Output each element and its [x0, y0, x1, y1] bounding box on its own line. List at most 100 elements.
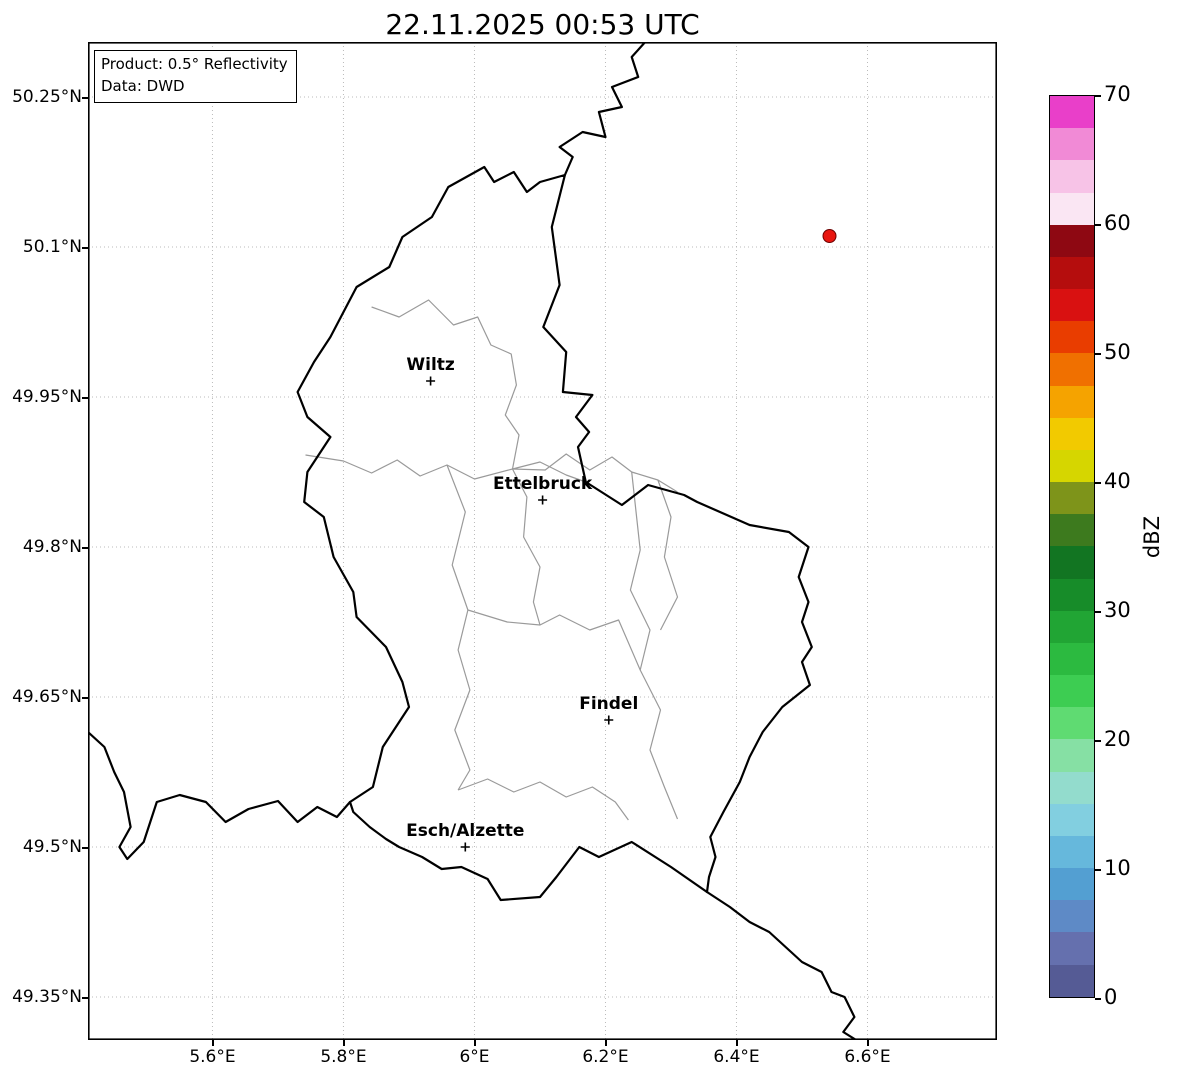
colorbar-segment [1050, 353, 1094, 386]
x-tick-label: 6.6°E [844, 1047, 891, 1067]
colorbar-tick-mark [1095, 998, 1101, 1000]
city-marker [538, 495, 548, 505]
y-tick-label: 49.5°N [22, 837, 82, 857]
colorbar-segment [1050, 707, 1094, 740]
x-tick-mark [605, 1040, 607, 1046]
colorbar-tick-mark [1095, 95, 1101, 97]
luxembourg-map: Wiltz Ettelbruck Findel Esch/Alzette [88, 42, 997, 1040]
colorbar-tick-label: 30 [1104, 598, 1131, 622]
colorbar-segment [1050, 868, 1094, 901]
country-border [88, 730, 352, 861]
colorbar-segment [1050, 642, 1094, 676]
city-marker [426, 376, 436, 386]
data-source-line: Data: DWD [101, 76, 185, 95]
colorbar-tick-label: 50 [1104, 340, 1131, 364]
canton-border [512, 461, 587, 483]
colorbar-segment [1050, 321, 1094, 354]
colorbar-segment [1050, 610, 1094, 643]
city-label: Ettelbruck [493, 474, 593, 494]
x-tick-label: 6.2°E [582, 1047, 629, 1067]
city-marker [604, 715, 614, 725]
colorbar-tick-mark [1095, 353, 1101, 355]
colorbar-tick-mark [1095, 869, 1101, 871]
y-tick-mark [82, 547, 88, 549]
colorbar-segment [1050, 803, 1094, 836]
y-tick-mark [82, 847, 88, 849]
canton-border [511, 468, 541, 626]
country-border [705, 890, 859, 1040]
colorbar-segment [1050, 256, 1094, 290]
y-tick-mark [82, 397, 88, 399]
x-tick-mark [474, 1040, 476, 1046]
y-tick-mark [82, 247, 88, 249]
x-tick-mark [212, 1040, 214, 1046]
colorbar-segment [1050, 835, 1094, 869]
colorbar-tick-label: 60 [1104, 211, 1131, 235]
city-label: Esch/Alzette [406, 821, 524, 841]
canton-border [657, 479, 679, 631]
x-tick-mark [867, 1040, 869, 1046]
figure-title: 22.11.2025 00:53 UTC [385, 8, 700, 41]
x-tick-mark [343, 1040, 345, 1046]
colorbar-tick-label: 10 [1104, 856, 1131, 880]
y-tick-mark [82, 697, 88, 699]
city-marker [460, 842, 470, 852]
y-tick-label: 49.8°N [22, 537, 82, 557]
colorbar-axis-label: dBZ [1140, 516, 1164, 559]
colorbar-tick-mark [1095, 611, 1101, 613]
colorbar-segment [1050, 900, 1094, 933]
canton-border [446, 464, 471, 791]
colorbar-segment [1050, 675, 1094, 708]
colorbar-segment [1050, 289, 1094, 322]
colorbar-tick-mark [1095, 740, 1101, 742]
colorbar-tick-label: 40 [1104, 469, 1131, 493]
country-border [296, 165, 813, 902]
radar-echo-point [822, 229, 837, 243]
canton-border [371, 299, 520, 470]
map-plot: Wiltz Ettelbruck Findel Esch/Alzette Produc… [88, 42, 997, 1040]
plot-frame [88, 42, 997, 1040]
x-tick-label: 6°E [459, 1047, 490, 1067]
colorbar-segment [1050, 224, 1094, 257]
product-info-box: Product: 0.5° Reflectivity Data: DWD [94, 50, 297, 103]
canton-border [467, 609, 641, 671]
y-tick-mark [82, 97, 88, 99]
colorbar-tick-mark [1095, 482, 1101, 484]
y-tick-mark [82, 997, 88, 999]
colorbar-tick-label: 20 [1104, 727, 1131, 751]
y-tick-label: 49.95°N [12, 387, 82, 407]
x-tick-label: 5.6°E [189, 1047, 236, 1067]
colorbar-tick-label: 0 [1104, 985, 1118, 1009]
city-label: Wiltz [406, 355, 455, 375]
colorbar-segment [1050, 964, 1094, 997]
colorbar [1049, 95, 1095, 998]
colorbar-segment [1050, 192, 1094, 225]
colorbar-segment [1050, 449, 1094, 483]
y-tick-label: 49.35°N [12, 987, 82, 1007]
x-tick-label: 6.4°E [713, 1047, 760, 1067]
canton-border [305, 454, 513, 480]
y-tick-label: 50.25°N [12, 87, 82, 107]
y-tick-label: 49.65°N [12, 687, 82, 707]
colorbar-tick-mark [1095, 224, 1101, 226]
x-tick-mark [736, 1040, 738, 1046]
colorbar-segment [1050, 385, 1094, 418]
city-label: Findel [579, 694, 638, 714]
colorbar-segment [1050, 128, 1094, 161]
country-border [558, 42, 647, 177]
colorbar-segment [1050, 771, 1094, 804]
canton-border [512, 453, 678, 493]
colorbar-segment [1050, 932, 1094, 965]
colorbar-segment [1050, 739, 1094, 772]
canton-border [457, 778, 629, 821]
colorbar-segment [1050, 546, 1094, 579]
colorbar-segment [1050, 578, 1094, 611]
colorbar-tick-label: 70 [1104, 82, 1131, 106]
x-tick-label: 5.8°E [320, 1047, 367, 1067]
product-info-line: Product: 0.5° Reflectivity [101, 55, 288, 73]
colorbar-segment [1050, 96, 1094, 129]
colorbar-segment [1050, 160, 1094, 193]
colorbar-segment [1050, 482, 1094, 515]
colorbar-segment [1050, 417, 1094, 450]
